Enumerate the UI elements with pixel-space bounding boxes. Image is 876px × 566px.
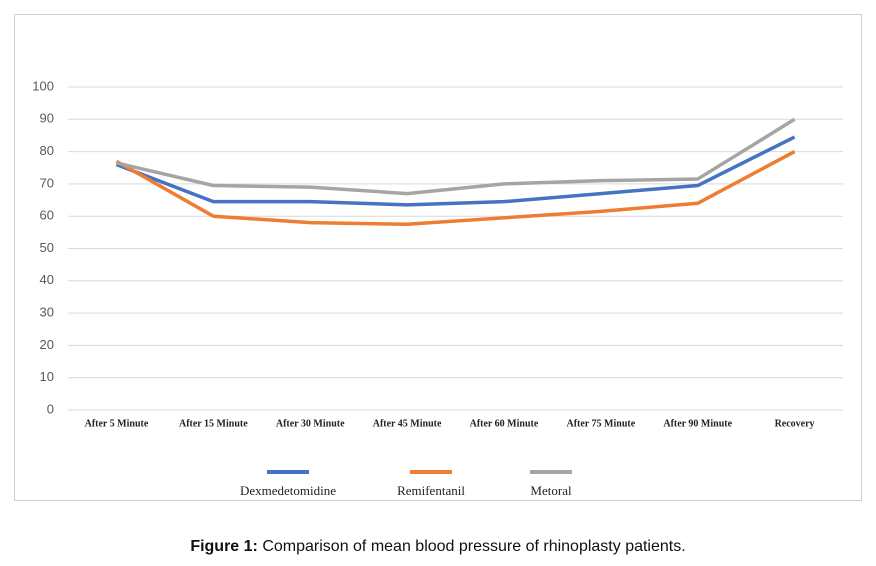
data-line — [115, 135, 796, 207]
y-tick-label: 70 — [40, 175, 54, 190]
x-tick-label: After 90 Minute — [663, 418, 732, 429]
y-tick-label: 30 — [40, 305, 54, 320]
x-tick-label: After 45 Minute — [373, 418, 442, 429]
caption: Figure 1: Comparison of mean blood press… — [190, 538, 685, 555]
y-tick-label: 20 — [40, 337, 54, 352]
y-tick-label: 80 — [40, 143, 54, 158]
y-tick-label: 0 — [47, 401, 54, 416]
caption-label: Figure 1: — [190, 538, 258, 555]
y-tick-label: 40 — [40, 272, 54, 287]
x-tick-label: After 5 Minute — [85, 418, 149, 429]
x-tick-label: After 30 Minute — [276, 418, 345, 429]
y-tick-label: 50 — [40, 240, 54, 255]
caption-text: Comparison of mean blood pressure of rhi… — [262, 538, 685, 555]
x-tick-label: After 15 Minute — [179, 418, 248, 429]
legend-label: Dexmedetomidine — [240, 483, 336, 498]
y-tick-label: 10 — [40, 369, 54, 384]
chart-frame — [14, 14, 862, 501]
x-tick-label: Recovery — [775, 418, 815, 429]
x-tick-label: After 60 Minute — [470, 418, 539, 429]
x-tick-label: After 75 Minute — [566, 418, 635, 429]
y-tick-label: 90 — [40, 111, 54, 126]
y-tick-label: 60 — [40, 208, 54, 223]
legend-label: Metoral — [530, 483, 572, 498]
data-line — [115, 150, 796, 227]
legend-label: Remifentanil — [397, 483, 465, 498]
y-tick-label: 100 — [32, 78, 54, 93]
data-line — [116, 117, 796, 196]
